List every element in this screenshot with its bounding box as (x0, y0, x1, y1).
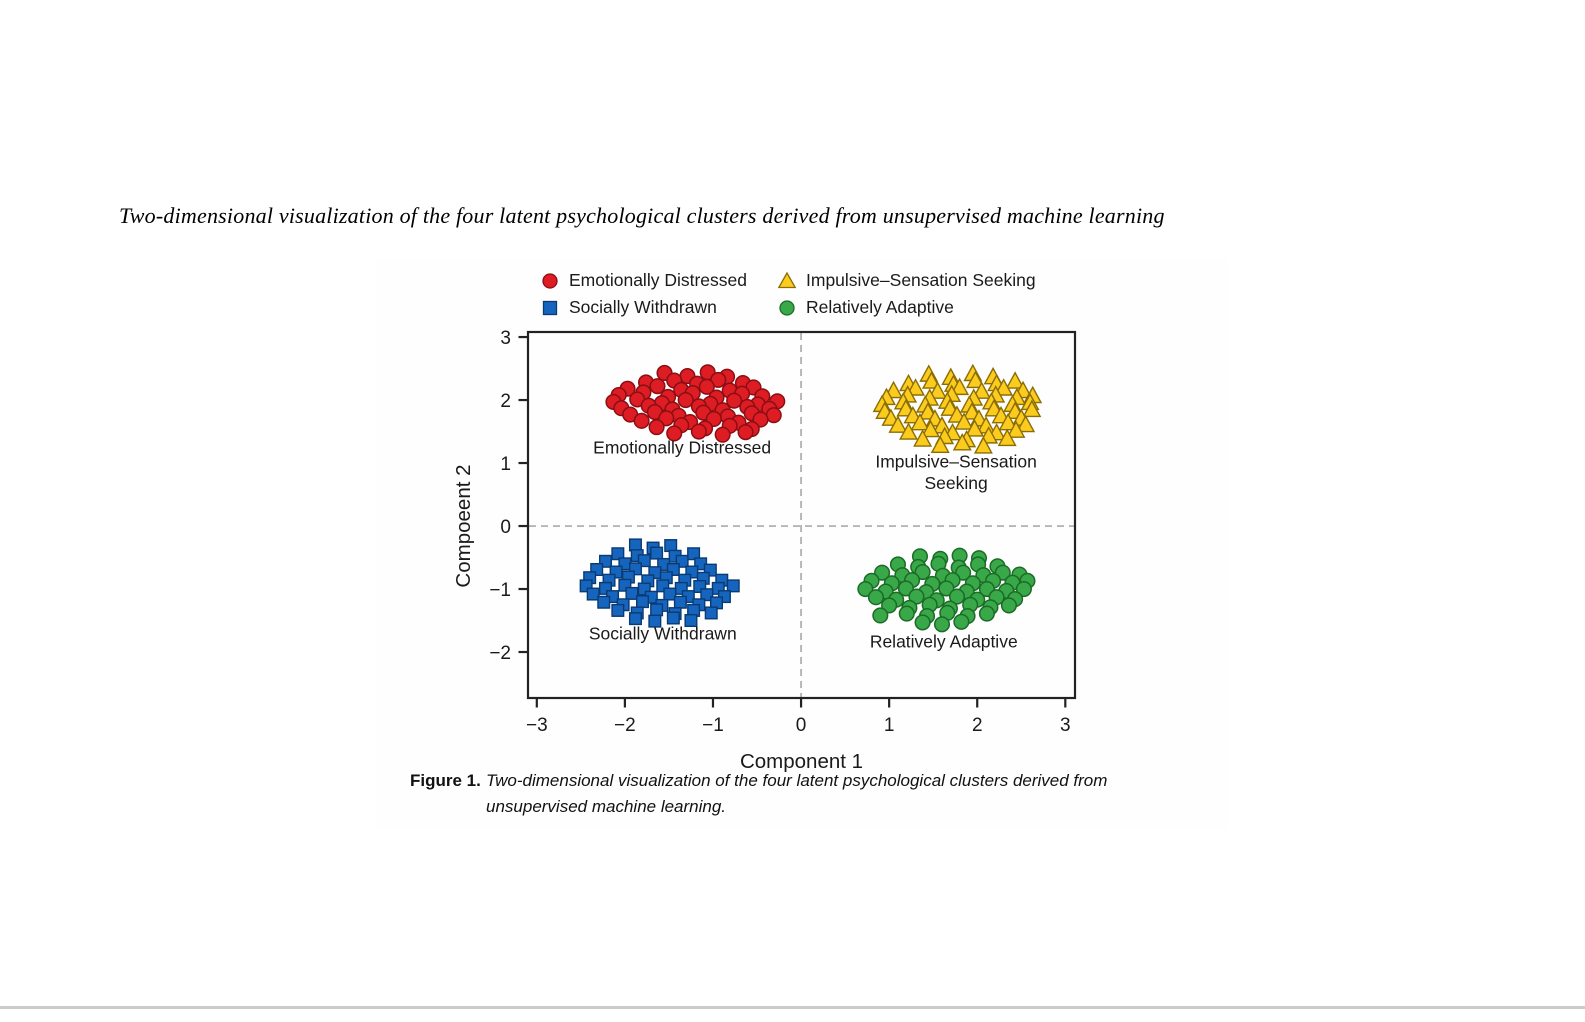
y-axis-ticks: 3 2 1 0 −1 −2 (489, 328, 528, 664)
triangle-marker-icon (777, 271, 797, 288)
legend-item-label: Emotionally Distressed (569, 270, 747, 290)
y-axis-label: Compoeent 2 (452, 464, 475, 587)
legend-item-impulsive-sensation-seeking: Impulsive–Sensation Seeking (777, 270, 1036, 291)
cluster-socially-withdrawn (579, 538, 740, 628)
cluster-label-socially-withdrawn: Socially Withdrawn (589, 623, 737, 643)
svg-text:Impulsive–Sensation: Impulsive–Sensation (875, 451, 1036, 471)
x-tick-label: 3 (1060, 715, 1071, 736)
legend-item-label: Relatively Adaptive (806, 297, 954, 317)
x-tick-label: 0 (796, 715, 807, 736)
legend-item-emotionally-distressed: Emotionally Distressed (540, 270, 777, 291)
legend-item-socially-withdrawn: Socially Withdrawn (540, 297, 777, 318)
svg-text:Socially Withdrawn: Socially Withdrawn (589, 623, 737, 643)
figure-caption: Figure 1. Two-dimensional visualization … (410, 768, 1126, 819)
y-tick-label: 1 (500, 454, 511, 475)
cluster-emotionally-distressed (605, 364, 786, 443)
page-footer-rule (0, 1006, 1585, 1009)
svg-text:Seeking: Seeking (924, 473, 987, 493)
square-marker-icon (542, 300, 558, 315)
x-axis-ticks: −3 −2 −1 0 1 2 3 (526, 698, 1071, 736)
legend-item-relatively-adaptive: Relatively Adaptive (777, 297, 1036, 318)
cluster-impulsive-sensation-seeking (872, 363, 1043, 454)
caption-label: Figure 1. (410, 771, 481, 790)
scatter-plot: −3 −2 −1 0 1 2 3 3 2 1 0 −1 −2 Component 1 Compoeent 2… (452, 328, 1077, 773)
x-tick-label: −3 (526, 715, 548, 736)
svg-text:Emotionally Distressed: Emotionally Distressed (593, 438, 771, 458)
x-tick-label: −1 (702, 715, 724, 736)
caption-text: Two-dimensional visualization of the fou… (486, 771, 1108, 816)
y-tick-label: −1 (489, 580, 511, 601)
cluster-label-emotionally-distressed: Emotionally Distressed (593, 438, 771, 458)
y-tick-label: 2 (500, 391, 511, 412)
legend-item-label: Socially Withdrawn (569, 297, 717, 317)
legend-item-label: Impulsive–Sensation Seeking (806, 270, 1036, 290)
x-tick-label: 1 (884, 715, 895, 736)
chart-legend: Emotionally Distressed Impulsive–Sensatio… (540, 270, 1036, 318)
page-title: Two-dimensional visualization of the fou… (119, 203, 1165, 228)
cluster-relatively-adaptive (857, 547, 1036, 633)
svg-text:Relatively Adaptive: Relatively Adaptive (870, 632, 1018, 652)
x-axis-label: Component 1 (740, 750, 863, 773)
cluster-label-relatively-adaptive: Relatively Adaptive (870, 632, 1018, 652)
circle-marker-icon (542, 272, 558, 289)
x-tick-label: 2 (972, 715, 983, 736)
y-tick-label: 0 (500, 517, 511, 538)
circle-marker-icon (779, 299, 795, 316)
x-tick-label: −2 (614, 715, 636, 736)
y-tick-label: −2 (489, 643, 511, 664)
y-tick-label: 3 (500, 328, 511, 349)
